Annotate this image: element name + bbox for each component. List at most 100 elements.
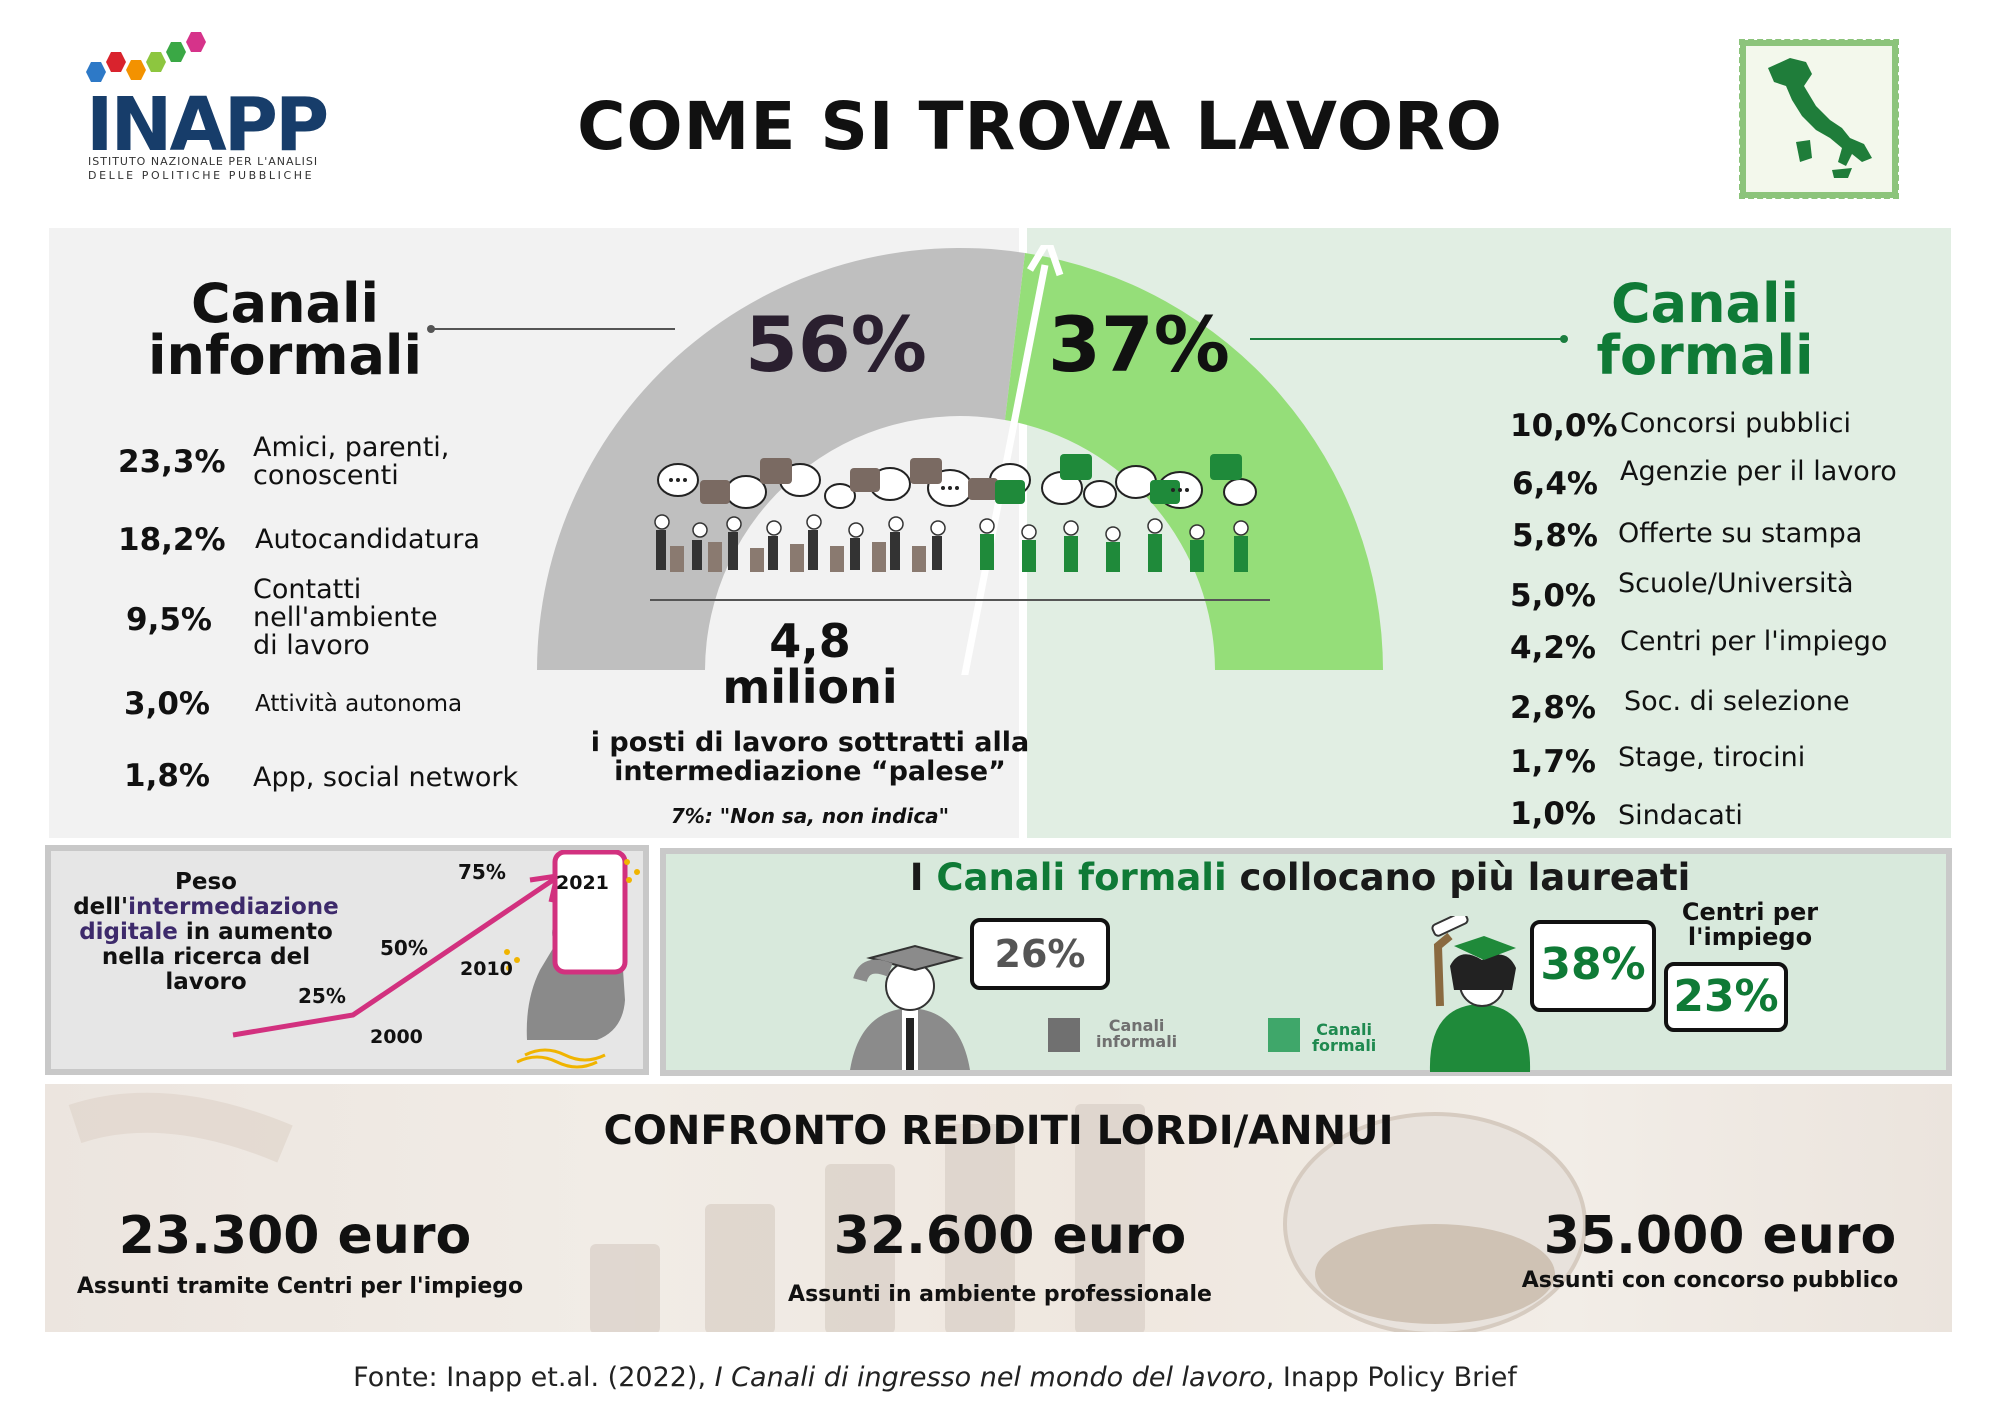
legend-informal-swatch bbox=[1048, 1018, 1080, 1052]
informal-connector-line bbox=[427, 325, 675, 333]
title-line: Canali bbox=[191, 272, 379, 335]
logo-subtitle: ISTITUTO NAZIONALE PER L'ANALISI DELLE P… bbox=[88, 155, 318, 183]
income-amount: 35.000 euro bbox=[1543, 1206, 1897, 1266]
year-label: 2000 bbox=[370, 1026, 423, 1048]
item-percent: 5,8% bbox=[1512, 518, 1598, 554]
text-line: digitale in aumento bbox=[66, 920, 346, 945]
item-label: Attività autonoma bbox=[255, 691, 463, 717]
item-percent: 9,5% bbox=[126, 602, 212, 638]
formal-channels-title: Canali formali bbox=[1550, 272, 1860, 383]
italy-map-icon bbox=[1768, 58, 1872, 178]
income-amount: 23.300 euro bbox=[118, 1206, 472, 1266]
item-label: Offerte su stampa bbox=[1618, 518, 1863, 549]
text-highlight: intermediazione bbox=[128, 894, 339, 920]
centri-label: Centri per l'impiego bbox=[1680, 900, 1820, 950]
informal-channels-title: Canali informali bbox=[120, 272, 450, 387]
people-speech-illustration bbox=[650, 454, 1270, 601]
item-label: Scuole/Università bbox=[1618, 568, 1854, 599]
logo-hexagon-icon bbox=[126, 60, 146, 80]
item-label: Agenzie per il lavoro bbox=[1620, 456, 1897, 487]
item-label: Stage, tirocini bbox=[1618, 742, 1806, 773]
description-line: i posti di lavoro sottratti alla bbox=[590, 727, 1030, 758]
item-percent: 5,0% bbox=[1510, 578, 1596, 614]
income-label: Assunti con concorso pubblico bbox=[1521, 1268, 1899, 1293]
logo-hexagon-icon bbox=[186, 32, 206, 52]
informal-share: 56% bbox=[745, 300, 927, 389]
item-label: Autocandidatura bbox=[255, 524, 480, 555]
coins-background-illustration bbox=[68, 1092, 1587, 1332]
item-percent: 23,3% bbox=[118, 444, 226, 480]
text-line: nella ricerca del bbox=[101, 944, 311, 970]
informal-graduates-bubble: 26% bbox=[970, 918, 1110, 990]
source-part: , Inapp Policy Brief bbox=[1265, 1362, 1517, 1393]
female-graduate-icon bbox=[1429, 916, 1531, 1072]
item-label: App, social network bbox=[253, 762, 519, 793]
item-percent: 1,8% bbox=[124, 758, 210, 794]
item-percent: 4,2% bbox=[1510, 630, 1596, 666]
item-percent: 6,4% bbox=[1512, 466, 1598, 502]
label-line: conoscenti bbox=[253, 460, 399, 491]
title-line: informali bbox=[148, 324, 422, 387]
legend-line: Canali bbox=[1108, 1016, 1165, 1035]
income-label: Assunti tramite Centri per l'impiego bbox=[76, 1274, 524, 1299]
legend-line: informali bbox=[1096, 1032, 1178, 1051]
centri-graduates-bubble: 23% bbox=[1664, 962, 1788, 1032]
source-footnote: Fonte: Inapp et.al. (2022), I Canali di … bbox=[0, 1362, 1870, 1393]
item-percent: 10,0% bbox=[1510, 408, 1618, 444]
item-percent: 3,0% bbox=[124, 686, 210, 722]
label-line: nell'ambiente bbox=[253, 602, 438, 633]
item-percent: 18,2% bbox=[118, 522, 226, 558]
formal-graduates-bubble: 38% bbox=[1530, 920, 1656, 1012]
page-title: COME SI TROVA LAVORO bbox=[577, 88, 1503, 165]
non-sa-note: 7%: "Non sa, non indica" bbox=[670, 804, 950, 828]
inapp-logo: INAPP ISTITUTO NAZIONALE PER L'ANALISI D… bbox=[86, 30, 336, 190]
source-title: I Canali di ingresso nel mondo del lavor… bbox=[714, 1362, 1266, 1393]
text-line: lavoro bbox=[165, 969, 247, 995]
item-label: Centri per l'impiego bbox=[1620, 626, 1888, 657]
income-comparison-panel bbox=[45, 1084, 1952, 1332]
graduates-title: I Canali formali collocano più laureati bbox=[680, 856, 1920, 899]
label-line: Amici, parenti, bbox=[253, 432, 450, 463]
item-percent: 1,7% bbox=[1510, 744, 1596, 780]
title-line: Canali bbox=[1611, 272, 1799, 335]
item-percent: 2,8% bbox=[1510, 690, 1596, 726]
legend-informal-label: Canali informali bbox=[1096, 1018, 1177, 1050]
logo-subtitle-line: DELLE POLITICHE PUBBLICHE bbox=[88, 169, 315, 182]
income-comparison-title: CONFRONTO REDDITI LORDI/ANNUI bbox=[603, 1108, 1394, 1154]
percent-label: 50% bbox=[380, 936, 428, 960]
legend-formal-label: Canali formali bbox=[1312, 1022, 1376, 1054]
text-line: dell'intermediazione bbox=[66, 895, 346, 920]
text-part: in aumento bbox=[177, 919, 333, 945]
year-label: 2010 bbox=[460, 958, 513, 980]
title-part: collocano più laureati bbox=[1226, 856, 1691, 899]
formal-connector-line bbox=[1250, 335, 1568, 343]
text-line: Peso bbox=[175, 869, 237, 895]
gauge-formal-segment bbox=[1005, 253, 1383, 670]
logo-hexagon-icon bbox=[146, 52, 166, 72]
digital-growth-line bbox=[232, 850, 640, 1069]
description-line: intermediazione “palese” bbox=[614, 756, 1006, 787]
label-line: Contatti bbox=[253, 574, 362, 605]
digital-intermediation-text: Peso dell'intermediazione digitale in au… bbox=[66, 870, 346, 995]
legend-line: Canali bbox=[1316, 1020, 1372, 1039]
male-graduate-icon bbox=[850, 944, 970, 1070]
item-label: Contatti nell'ambiente di lavoro bbox=[253, 576, 438, 660]
legend-formal-swatch bbox=[1268, 1018, 1300, 1052]
income-amount: 32.600 euro bbox=[833, 1206, 1187, 1266]
title-part: I bbox=[909, 856, 937, 899]
item-label: Amici, parenti, conoscenti bbox=[253, 434, 449, 490]
percent-label: 25% bbox=[298, 984, 346, 1008]
phone-hand-icon bbox=[504, 850, 640, 1069]
item-percent: 1,0% bbox=[1510, 796, 1596, 832]
logo-hexagon-icon bbox=[166, 42, 186, 62]
title-highlight: Canali formali bbox=[936, 856, 1227, 899]
source-part: Fonte: Inapp et.al. (2022), bbox=[353, 1362, 715, 1393]
item-label: Concorsi pubblici bbox=[1620, 408, 1851, 439]
logo-hexagon-icon bbox=[106, 52, 126, 72]
logo-hexagon-icon bbox=[86, 62, 106, 82]
label-line: l'impiego bbox=[1687, 923, 1813, 951]
label-line: di lavoro bbox=[253, 630, 370, 661]
logo-subtitle-line: ISTITUTO NAZIONALE PER L'ANALISI bbox=[88, 155, 319, 168]
year-label: 2021 bbox=[556, 872, 609, 894]
text-highlight: digitale bbox=[79, 919, 178, 945]
